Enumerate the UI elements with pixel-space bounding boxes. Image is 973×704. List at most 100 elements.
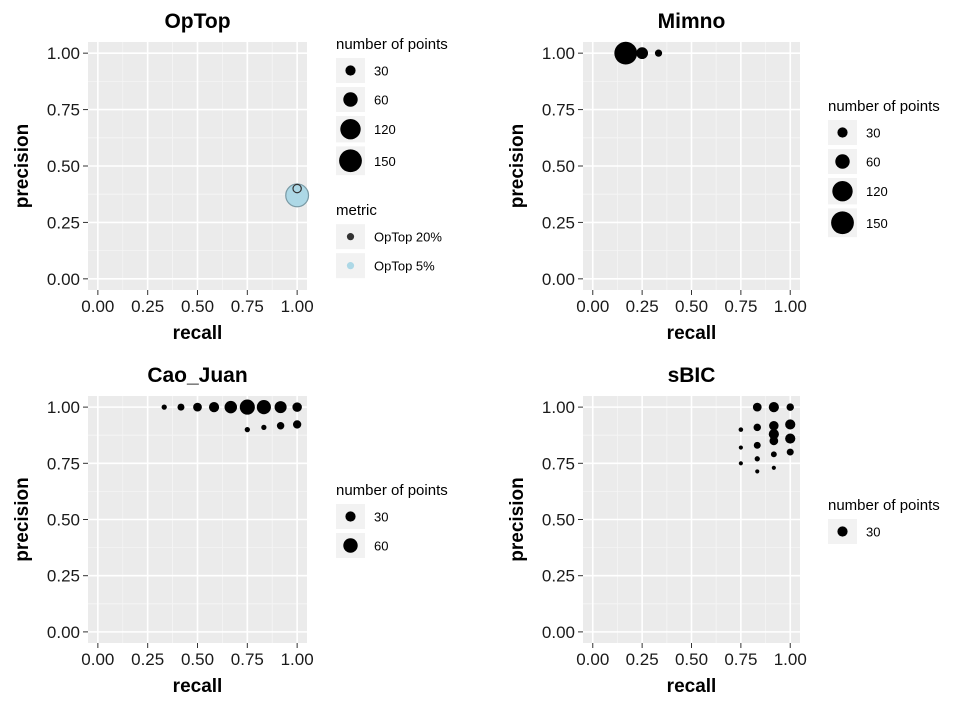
y-tick-label: 1.00 (542, 44, 575, 63)
data-point (754, 456, 760, 462)
y-tick-label: 0.00 (542, 270, 575, 289)
data-point (738, 461, 743, 466)
legend-title: number of points (336, 482, 448, 499)
data-point (261, 424, 267, 430)
legend-size-key (837, 127, 848, 138)
x-tick-label: 0.75 (231, 297, 264, 316)
data-point (768, 402, 779, 413)
data-point (786, 403, 794, 411)
y-tick-label: 0.75 (542, 454, 575, 473)
x-tick-label: 0.00 (576, 650, 609, 669)
data-point (276, 422, 285, 430)
legend-title: metric (336, 202, 377, 219)
y-tick-label: 1.00 (47, 44, 80, 63)
x-tick-label: 0.25 (626, 297, 659, 316)
legend-label: 30 (866, 126, 880, 141)
y-tick-label: 0.75 (47, 101, 80, 120)
data-point (224, 400, 238, 414)
chart-title: sBIC (668, 364, 716, 387)
x-tick-label: 1.00 (774, 650, 807, 669)
legend-color-key (346, 233, 355, 241)
y-tick-label: 0.50 (542, 511, 575, 530)
data-point (753, 441, 761, 449)
x-tick-label: 0.00 (81, 297, 114, 316)
chart-title: OpTop (164, 10, 230, 33)
data-points (161, 399, 302, 433)
legend-label: 30 (374, 64, 388, 79)
x-tick-label: 0.50 (675, 650, 708, 669)
data-point (768, 428, 779, 440)
chart-title: Mimno (658, 10, 726, 33)
legend-title: number of points (828, 497, 940, 514)
legend-color-key (346, 262, 355, 270)
y-tick-label: 0.25 (542, 567, 575, 586)
x-tick-label: 0.75 (724, 297, 757, 316)
legend-size-key (339, 149, 362, 173)
data-points (285, 183, 310, 208)
y-axis-title: precision (507, 477, 528, 561)
legend-size-key (343, 538, 358, 553)
x-axis-title: recall (667, 323, 717, 344)
x-tick-label: 0.75 (724, 650, 757, 669)
data-point (292, 420, 302, 429)
x-tick-label: 1.00 (281, 650, 314, 669)
y-tick-label: 0.50 (47, 511, 80, 530)
x-tick-label: 0.50 (181, 650, 214, 669)
legend-size-key (832, 181, 853, 202)
legend-label: 150 (866, 216, 888, 231)
y-tick-label: 0.25 (47, 213, 80, 232)
data-point (177, 403, 185, 411)
legend-label: OpTop 5% (374, 259, 435, 274)
x-axis-title: recall (173, 676, 223, 697)
legend-size-key (343, 92, 358, 107)
data-point (738, 445, 743, 450)
y-tick-label: 1.00 (542, 398, 575, 417)
legend-title: number of points (336, 36, 448, 53)
y-tick-label: 0.50 (47, 157, 80, 176)
legend-label: 30 (866, 525, 880, 540)
y-tick-label: 0.00 (47, 270, 80, 289)
y-tick-label: 0.25 (542, 213, 575, 232)
data-points (614, 41, 663, 65)
data-point (654, 49, 663, 57)
legend-size-key (831, 211, 854, 235)
x-tick-label: 0.00 (81, 650, 114, 669)
panel-mimno: 0.00 0.25 0.50 0.75 1.00 0.00 0.25 0.50 0.75 1.00… (507, 10, 940, 344)
data-point (769, 436, 779, 446)
legend: metric OpTop 20% OpTop 5% (336, 202, 442, 279)
x-tick-label: 0.00 (576, 297, 609, 316)
legend-label: 120 (866, 184, 888, 199)
panel-sbic: 0.00 0.25 0.50 0.75 1.00 0.00 0.25 0.50 0.75 1.00… (507, 364, 940, 697)
legend: number of points 30 (828, 497, 940, 544)
chart-title: Cao_Juan (147, 364, 247, 387)
x-axis-title: recall (173, 323, 223, 344)
legend-size-key (345, 65, 356, 76)
data-point (208, 402, 220, 413)
legend-size-key (345, 511, 356, 522)
x-tick-label: 1.00 (774, 297, 807, 316)
data-point (274, 401, 287, 414)
data-point (752, 402, 762, 412)
data-point (755, 469, 760, 474)
legend-size-key (340, 119, 361, 140)
y-axis-title: precision (507, 124, 528, 208)
y-tick-label: 0.00 (542, 623, 575, 642)
x-tick-label: 0.25 (131, 297, 164, 316)
y-tick-label: 0.75 (542, 101, 575, 120)
data-point (636, 47, 649, 60)
data-point (769, 421, 779, 431)
y-axis-title: precision (12, 477, 33, 561)
legend-size-key (837, 526, 848, 537)
data-point (770, 451, 777, 458)
y-tick-label: 0.00 (47, 623, 80, 642)
data-point (285, 183, 309, 207)
y-tick-label: 1.00 (47, 398, 80, 417)
legend-label: 30 (374, 510, 388, 525)
data-point (614, 41, 638, 65)
legend-size-key (835, 154, 850, 169)
legend: number of points 30 60 (336, 482, 448, 558)
legend-label: 60 (374, 93, 388, 108)
legend-label: 60 (866, 155, 880, 170)
